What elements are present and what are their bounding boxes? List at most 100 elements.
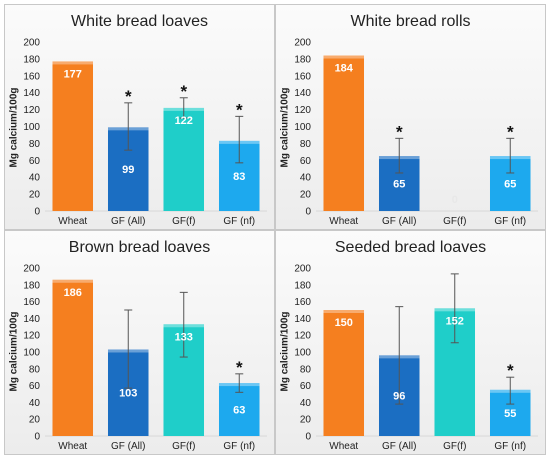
chart-title: Seeded bread loaves xyxy=(334,239,487,256)
chart-title: White bread loaves xyxy=(71,13,208,30)
y-tick-label: 80 xyxy=(29,364,41,375)
x-tick-label: GF (nf) xyxy=(223,216,255,227)
y-tick-label: 20 xyxy=(29,415,41,426)
y-tick-label: 200 xyxy=(23,264,40,275)
y-tick-label: 140 xyxy=(294,314,311,325)
data-label: 65 xyxy=(393,179,405,191)
x-tick-label: GF (All) xyxy=(111,441,145,452)
y-tick-label: 180 xyxy=(23,54,40,65)
y-tick-label: 20 xyxy=(300,190,312,201)
data-label: 133 xyxy=(175,331,193,343)
y-tick-label: 80 xyxy=(300,139,312,150)
y-tick-label: 60 xyxy=(29,381,41,392)
x-tick-label: GF (All) xyxy=(111,216,145,227)
y-tick-label: 140 xyxy=(294,88,311,99)
data-label: 96 xyxy=(393,391,405,403)
x-tick-label: GF(f) xyxy=(172,441,195,452)
data-label: 177 xyxy=(64,68,82,80)
y-tick-label: 0 xyxy=(305,432,311,443)
bar-highlight-wheat xyxy=(52,61,94,65)
data-label: 0 xyxy=(452,194,458,206)
bar-wheat xyxy=(323,55,365,211)
bar-wheat xyxy=(323,310,365,436)
bar-highlight-wheat xyxy=(52,279,94,283)
x-tick-label: GF(f) xyxy=(443,441,466,452)
y-tick-label: 80 xyxy=(29,139,41,150)
chart-panel-white-bread-loaves: White bread loaves Mg calcium/100g 0 20 40… xyxy=(4,4,275,230)
y-tick-label: 160 xyxy=(294,71,311,82)
x-tick-label: GF (nf) xyxy=(494,441,526,452)
chart-panel-seeded-bread-loaves: Seeded bread loaves Mg calcium/100g 0 20 4… xyxy=(275,230,546,455)
y-tick-label: 180 xyxy=(294,280,311,291)
y-tick-label: 120 xyxy=(23,331,40,342)
y-tick-label: 160 xyxy=(23,71,40,82)
y-tick-label: 200 xyxy=(294,38,311,49)
x-tick-label: GF (nf) xyxy=(494,216,526,227)
significance-marker: * xyxy=(507,361,514,380)
data-label: 122 xyxy=(175,115,193,127)
x-tick-label: Wheat xyxy=(58,441,87,452)
y-tick-label: 120 xyxy=(23,105,40,116)
chart-plot: 0 20 40 60 80 100 120 140 160 180 200 184 Wheat * 65 GF… xyxy=(294,38,538,227)
y-tick-label: 160 xyxy=(294,297,311,308)
significance-marker: * xyxy=(507,122,514,141)
y-tick-label: 0 xyxy=(34,432,40,443)
y-tick-label: 80 xyxy=(300,364,312,375)
x-tick-label: Wheat xyxy=(58,216,87,227)
chart-panel-white-bread-rolls: White bread rolls Mg calcium/100g 0 20 40 6… xyxy=(275,4,546,230)
x-tick-label: GF (nf) xyxy=(223,441,255,452)
y-tick-label: 160 xyxy=(23,297,40,308)
significance-marker: * xyxy=(180,82,187,101)
y-tick-label: 100 xyxy=(294,122,311,133)
y-tick-label: 40 xyxy=(29,173,41,184)
y-tick-label: 20 xyxy=(300,415,312,426)
y-tick-label: 120 xyxy=(294,105,311,116)
bar-highlight-wheat xyxy=(323,310,365,313)
data-label: 65 xyxy=(504,179,516,191)
data-label: 103 xyxy=(119,388,137,400)
y-tick-label: 100 xyxy=(294,348,311,359)
y-tick-label: 140 xyxy=(23,314,40,325)
data-label: 83 xyxy=(233,171,245,183)
x-tick-label: GF (All) xyxy=(382,441,416,452)
x-tick-label: GF (All) xyxy=(382,216,416,227)
y-tick-label: 200 xyxy=(23,38,40,49)
y-tick-label: 40 xyxy=(300,398,312,409)
y-tick-label: 200 xyxy=(294,264,311,275)
y-tick-label: 40 xyxy=(300,173,312,184)
significance-marker: * xyxy=(236,100,243,119)
data-label: 186 xyxy=(64,287,82,299)
y-tick-label: 180 xyxy=(294,54,311,65)
data-label: 152 xyxy=(446,315,464,327)
x-tick-label: Wheat xyxy=(329,216,358,227)
x-tick-label: GF(f) xyxy=(443,216,466,227)
y-tick-label: 180 xyxy=(23,280,40,291)
x-tick-label: GF(f) xyxy=(172,216,195,227)
chart-plot: 0 20 40 60 80 100 120 140 160 180 200 186 Wheat 103 GF… xyxy=(23,264,267,452)
y-tick-label: 140 xyxy=(23,88,40,99)
data-label: 63 xyxy=(233,405,245,417)
significance-marker: * xyxy=(125,87,132,106)
y-tick-label: 100 xyxy=(23,348,40,359)
y-tick-label: 0 xyxy=(305,207,311,218)
bar-highlight-wheat xyxy=(323,55,365,59)
significance-marker: * xyxy=(236,358,243,377)
bar-wheat xyxy=(52,279,94,436)
data-label: 55 xyxy=(504,408,516,420)
y-tick-label: 120 xyxy=(294,331,311,342)
chart-panel-brown-bread-loaves: Brown bread loaves Mg calcium/100g 0 20 40… xyxy=(4,230,275,455)
y-tick-label: 40 xyxy=(29,398,41,409)
chart-plot: 0 20 40 60 80 100 120 140 160 180 200 177 Wheat * 99 GF… xyxy=(23,38,267,227)
chart-title: Brown bread loaves xyxy=(68,239,211,256)
y-tick-label: 20 xyxy=(29,190,41,201)
data-label: 184 xyxy=(335,63,354,75)
significance-marker: * xyxy=(396,122,403,141)
y-tick-label: 0 xyxy=(34,207,40,218)
bar-gf-f xyxy=(163,107,205,211)
bar-wheat xyxy=(52,61,94,212)
data-label: 150 xyxy=(335,317,353,329)
chart-title: White bread rolls xyxy=(350,13,471,30)
y-tick-label: 60 xyxy=(300,156,312,167)
chart-plot: 0 20 40 60 80 100 120 140 160 180 200 150 Wheat 96 GF … xyxy=(294,264,538,452)
y-tick-label: 100 xyxy=(23,122,40,133)
